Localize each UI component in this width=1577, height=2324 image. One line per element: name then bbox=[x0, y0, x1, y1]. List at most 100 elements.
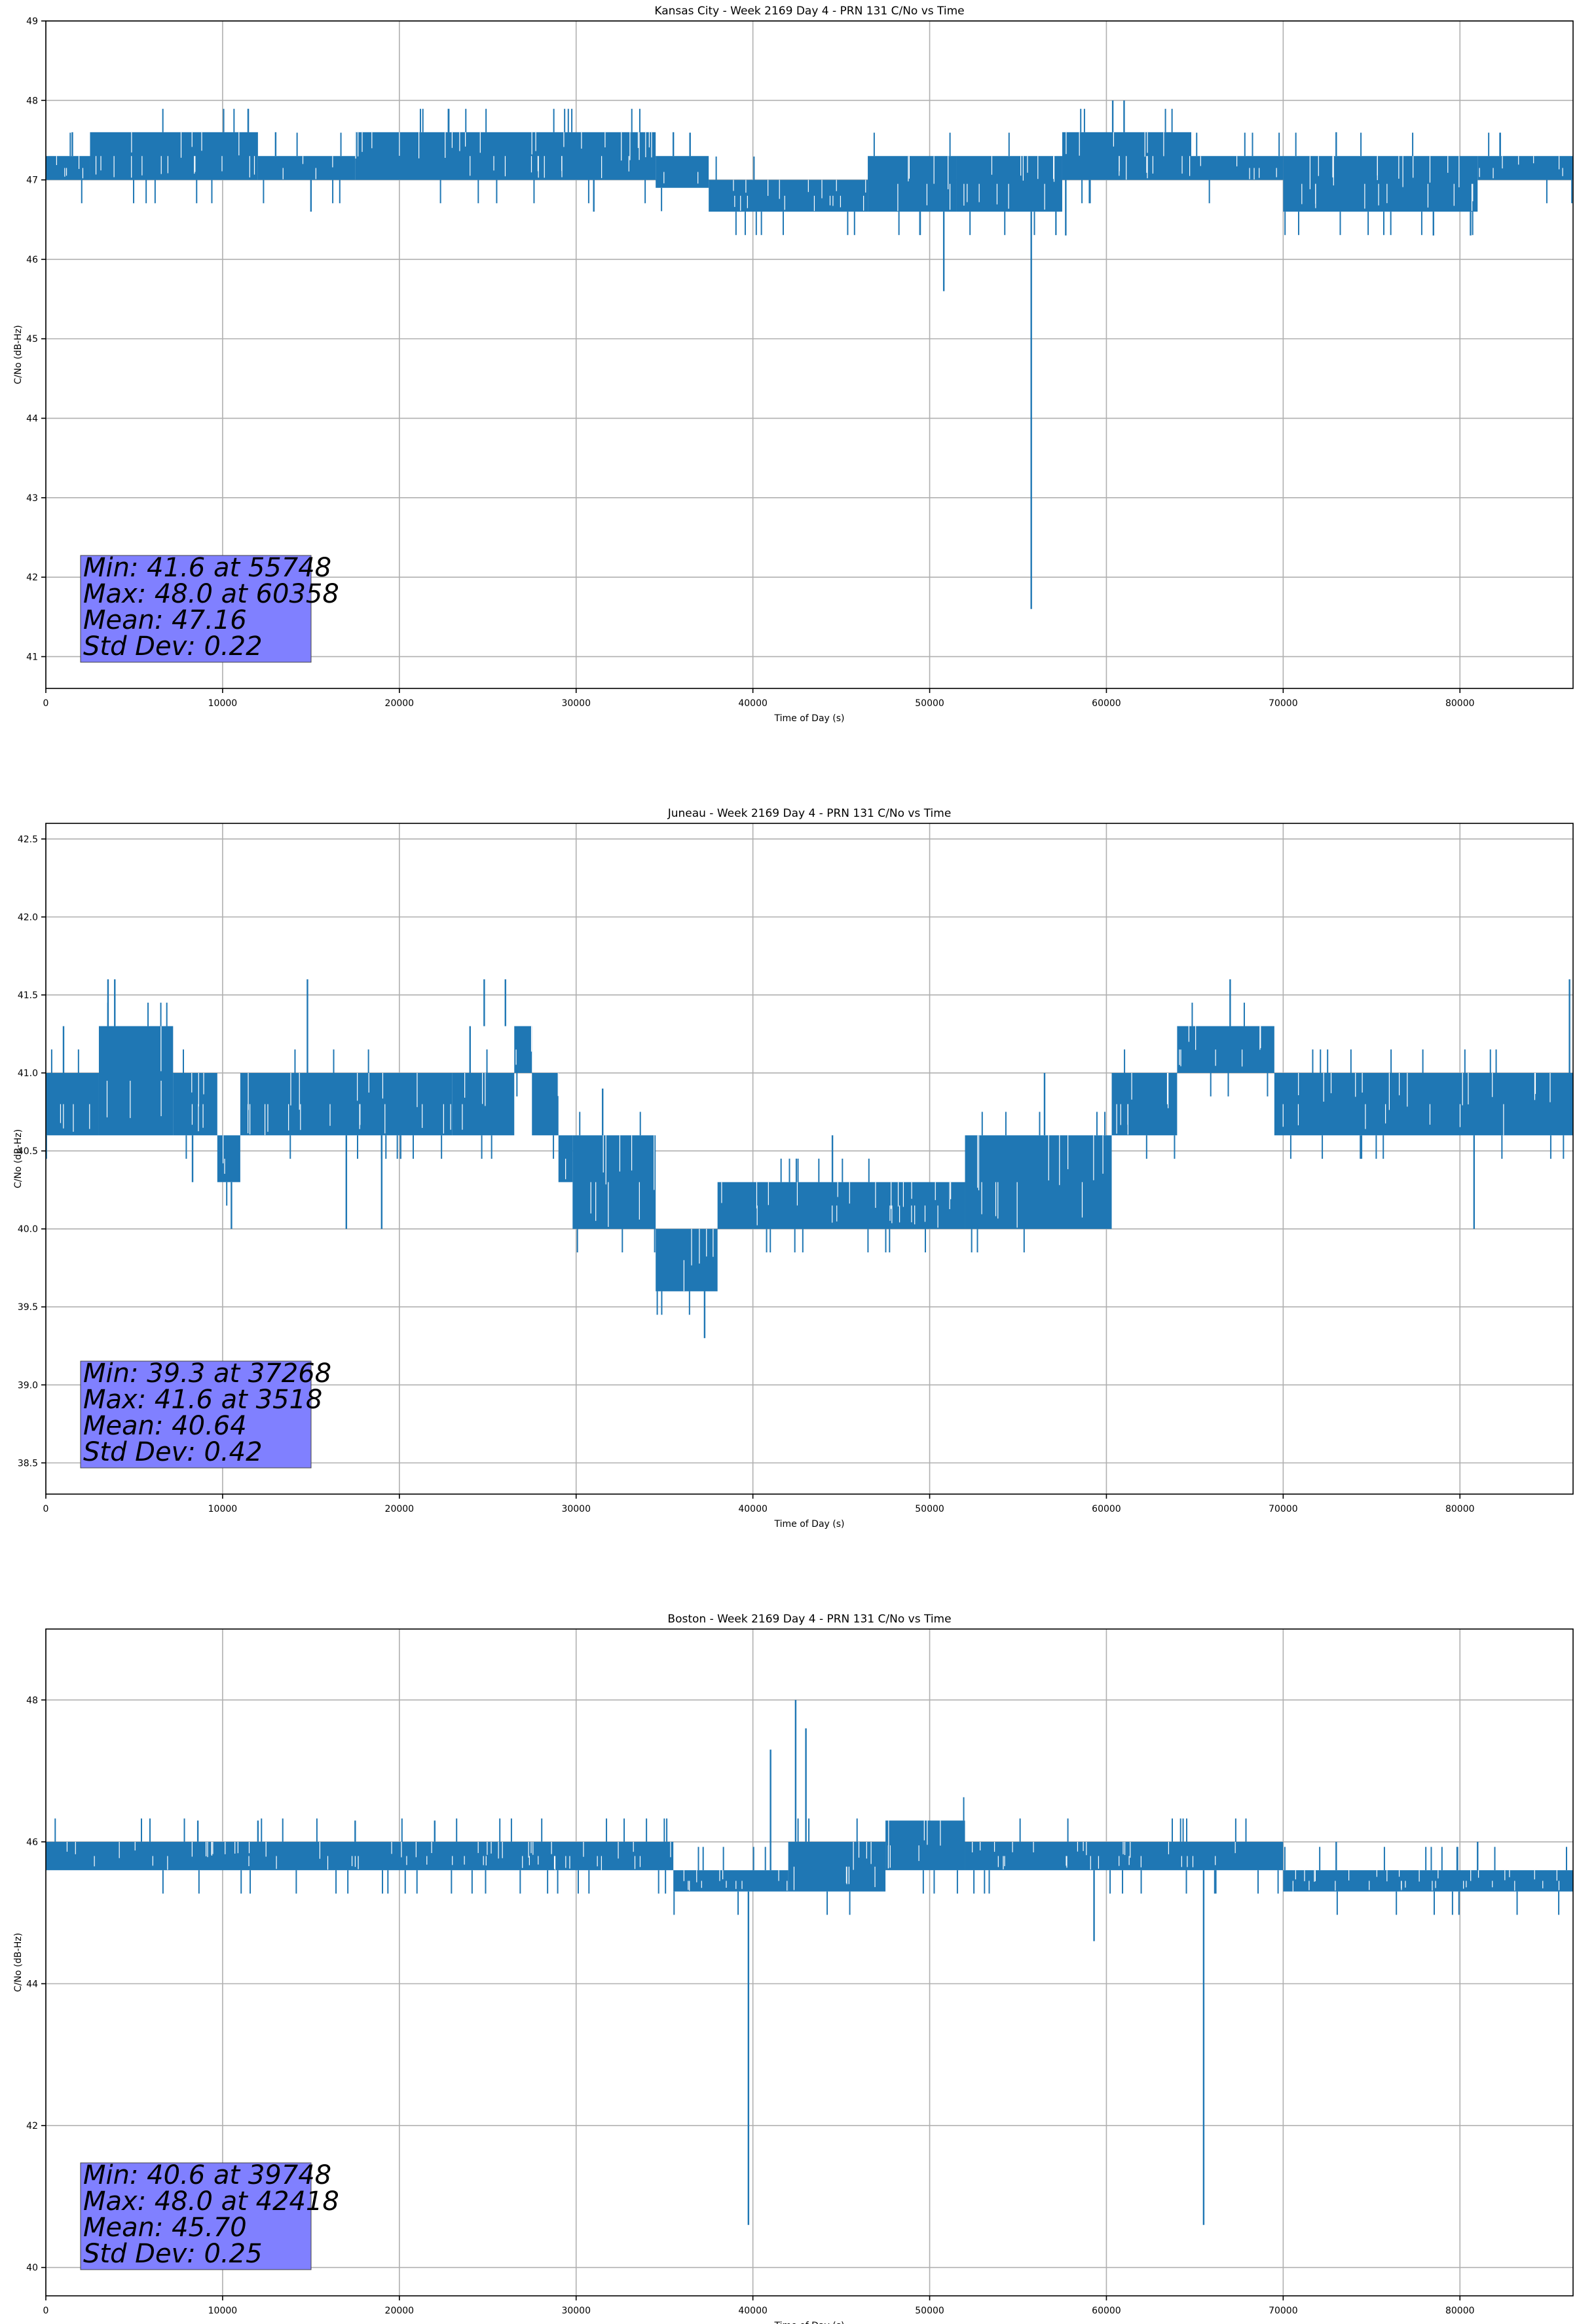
x-tick-label: 30000 bbox=[561, 698, 591, 709]
series-band bbox=[46, 1841, 674, 1871]
y-tick-label: 48 bbox=[26, 1695, 38, 1706]
series-band bbox=[514, 1026, 532, 1074]
y-tick-label: 42.0 bbox=[18, 912, 38, 923]
stats-line: Max: 41.6 at 3518 bbox=[83, 1385, 322, 1415]
x-tick-label: 30000 bbox=[561, 2306, 591, 2316]
chart-panel-2: 0 10000 20000 30000 40000 50000 60000 70000 8000… bbox=[13, 807, 1574, 1529]
x-tick-label: 40000 bbox=[738, 1504, 768, 1514]
stats-line: Max: 48.0 at 60358 bbox=[83, 579, 339, 609]
series-band bbox=[717, 1182, 965, 1229]
stats-line: Std Dev: 0.25 bbox=[83, 2239, 263, 2269]
y-tick-label: 40.5 bbox=[18, 1146, 38, 1157]
series-band bbox=[1283, 156, 1478, 212]
chart-panel-3: 0 10000 20000 30000 40000 50000 60000 70000 8000… bbox=[13, 1613, 1574, 2324]
x-tick-label: 0 bbox=[43, 2306, 49, 2316]
stats-box-background bbox=[80, 1360, 312, 1469]
x-tick-label: 10000 bbox=[208, 1504, 238, 1514]
axes-frame bbox=[45, 20, 1574, 689]
y-tick-label: 46 bbox=[26, 255, 38, 265]
series-band bbox=[240, 1073, 453, 1136]
series-band bbox=[90, 132, 258, 180]
y-tick-label: 41.5 bbox=[18, 990, 38, 1001]
x-tick-label: 50000 bbox=[915, 1504, 944, 1514]
series-band bbox=[956, 156, 1062, 212]
stats-line: Mean: 40.64 bbox=[83, 1411, 247, 1441]
y-tick-label: 40.0 bbox=[18, 1224, 38, 1235]
series-band bbox=[452, 1073, 515, 1136]
x-tick-label: 70000 bbox=[1269, 2306, 1298, 2316]
x-tick-label: 20000 bbox=[385, 1504, 415, 1514]
stats-line: Mean: 47.16 bbox=[83, 605, 247, 635]
series-band bbox=[868, 156, 957, 212]
y-axis-label: C/No (dB-Hz) bbox=[13, 1129, 24, 1188]
y-axis-label: C/No (dB-Hz) bbox=[13, 1933, 24, 1992]
series-band bbox=[98, 1026, 174, 1136]
x-tick-label: 80000 bbox=[1445, 698, 1475, 709]
cno-series bbox=[46, 100, 1573, 609]
x-tick-label: 10000 bbox=[208, 698, 238, 709]
cno-series bbox=[46, 979, 1573, 1338]
series-band bbox=[572, 1135, 656, 1229]
series-band bbox=[1177, 1026, 1274, 1074]
y-tick-label: 48 bbox=[26, 96, 38, 106]
x-axis-label: Time of Day (s) bbox=[774, 1519, 845, 1529]
x-tick-label: 50000 bbox=[915, 698, 944, 709]
chart-title: Juneau - Week 2169 Day 4 - PRN 131 C/No … bbox=[667, 807, 952, 820]
series-band bbox=[965, 1841, 1284, 1871]
stats-line: Min: 41.6 at 55748 bbox=[83, 553, 331, 583]
y-tick-label: 42 bbox=[26, 2121, 38, 2131]
cno-series bbox=[46, 1700, 1573, 2225]
axes-frame bbox=[45, 1628, 1574, 2296]
chart-title: Boston - Week 2169 Day 4 - PRN 131 C/No … bbox=[667, 1613, 951, 1626]
y-tick-label: 45 bbox=[26, 334, 38, 345]
stats-line: Mean: 45.70 bbox=[83, 2213, 247, 2243]
x-tick-label: 60000 bbox=[1092, 1504, 1121, 1514]
x-tick-label: 0 bbox=[43, 698, 49, 709]
series-band bbox=[656, 1229, 718, 1292]
series-band bbox=[788, 1841, 886, 1892]
x-axis-label: Time of Day (s) bbox=[774, 713, 845, 724]
y-tick-label: 41.0 bbox=[18, 1068, 38, 1079]
series-band bbox=[965, 1135, 1112, 1229]
series-band bbox=[673, 1870, 788, 1892]
series-band bbox=[709, 179, 868, 212]
series-band bbox=[885, 1820, 965, 1871]
y-tick-label: 44 bbox=[26, 1979, 38, 1989]
stats-line: Std Dev: 0.42 bbox=[83, 1437, 263, 1467]
y-tick-label: 38.5 bbox=[18, 1458, 38, 1469]
x-tick-label: 60000 bbox=[1092, 698, 1121, 709]
x-tick-label: 40000 bbox=[738, 2306, 768, 2316]
series-band bbox=[46, 1073, 99, 1136]
stats-line: Min: 40.6 at 39748 bbox=[83, 2160, 331, 2190]
series-band bbox=[1062, 132, 1191, 180]
y-tick-label: 43 bbox=[26, 493, 38, 504]
y-tick-label: 39.0 bbox=[18, 1380, 38, 1391]
y-tick-label: 42.5 bbox=[18, 834, 38, 845]
x-axis-label: Time of Day (s) bbox=[774, 2321, 845, 2324]
y-tick-label: 46 bbox=[26, 1837, 38, 1848]
series-band bbox=[1111, 1073, 1178, 1136]
stats-box-background bbox=[80, 2162, 312, 2270]
y-tick-label: 49 bbox=[26, 16, 38, 27]
x-tick-label: 20000 bbox=[385, 698, 415, 709]
series-band bbox=[1283, 1870, 1573, 1892]
x-tick-label: 0 bbox=[43, 1504, 49, 1514]
series-band bbox=[217, 1135, 240, 1182]
x-tick-label: 80000 bbox=[1445, 1504, 1475, 1514]
y-tick-label: 41 bbox=[26, 652, 38, 662]
chart-panel-1: 0 10000 20000 30000 40000 50000 60000 70000 8000… bbox=[13, 5, 1574, 724]
stats-line: Max: 48.0 at 42418 bbox=[83, 2186, 339, 2217]
y-axis-label: C/No (dB-Hz) bbox=[13, 325, 24, 384]
x-tick-label: 30000 bbox=[561, 1504, 591, 1514]
y-tick-label: 39.5 bbox=[18, 1302, 38, 1313]
stats-box-background bbox=[80, 555, 312, 663]
y-tick-label: 44 bbox=[26, 414, 38, 424]
x-tick-label: 70000 bbox=[1269, 1504, 1298, 1514]
series-band bbox=[46, 156, 90, 180]
series-band bbox=[173, 1073, 217, 1136]
x-tick-label: 20000 bbox=[385, 2306, 415, 2316]
